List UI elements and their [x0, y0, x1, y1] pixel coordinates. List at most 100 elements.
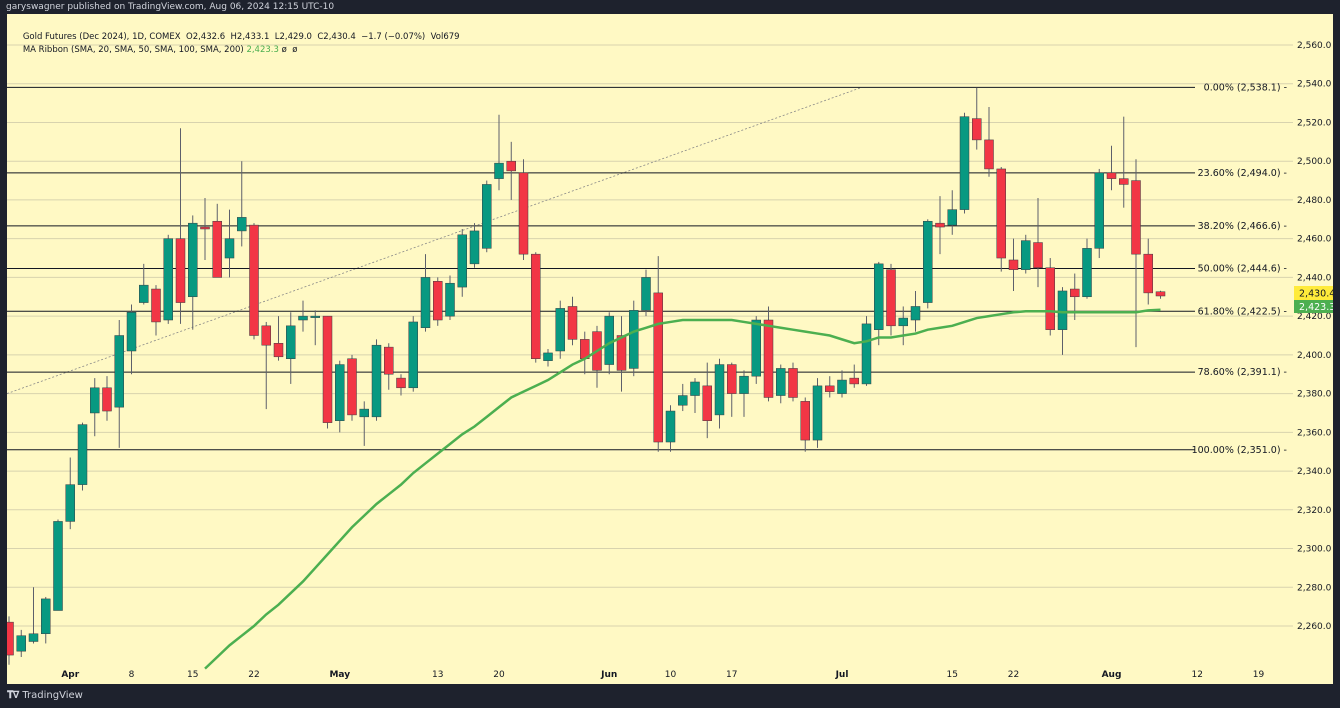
candle-up: [739, 375, 749, 394]
candle-down: [506, 160, 516, 172]
y-tick-label: 2,520.0: [1297, 118, 1332, 128]
candle-down: [1008, 259, 1019, 270]
x-tick-label: 19: [1253, 670, 1265, 680]
ma-value: 2,423.3: [246, 45, 279, 55]
fib-level-label: 100.00% (2,351.0) -: [1192, 445, 1287, 456]
candle-up: [874, 263, 884, 330]
y-tick-label: 2,480.0: [1297, 196, 1332, 206]
candle-down: [102, 387, 112, 412]
candle-down: [653, 292, 663, 443]
candle-up: [286, 325, 296, 359]
candle-up: [90, 387, 100, 414]
symbol-legend[interactable]: Gold Futures (Dec 2024), 1D, COMEX O2,43…: [12, 22, 460, 52]
candle-up: [776, 368, 786, 396]
candle-up: [41, 598, 51, 635]
candlestick-chart[interactable]: 2,260.0 2,280.0 2,300.0 2,320.0 2,340.0 2,360…: [7, 14, 1333, 684]
candle-up: [16, 635, 26, 652]
x-tick-label: 22: [248, 670, 259, 680]
candle-down: [616, 335, 627, 371]
x-tick-label: 10: [665, 670, 677, 680]
ma-price-badge: [1294, 299, 1333, 313]
y-tick-label: 2,400.0: [1297, 351, 1332, 361]
fib-level-label: 0.00% (2,538.1) -: [1204, 82, 1287, 93]
candle-down: [984, 139, 994, 170]
x-tick-label: 15: [187, 670, 198, 680]
candle-down: [531, 253, 541, 359]
x-tick-label: 22: [1008, 670, 1019, 680]
candle-down: [886, 269, 896, 327]
indicator-legend[interactable]: MA Ribbon (SMA, 20, SMA, 50, SMA, 100, S…: [12, 35, 298, 65]
candle-up: [482, 184, 492, 249]
candle-up: [641, 277, 651, 311]
fib-level-label: 38.20% (2,466.6) -: [1198, 221, 1287, 232]
candle-up: [555, 308, 565, 352]
chart-pane[interactable]: 2,260.0 2,280.0 2,300.0 2,320.0 2,340.0 2,360…: [7, 14, 1333, 684]
x-tick-label: 13: [432, 670, 443, 680]
candle-down: [1155, 291, 1166, 297]
ma-price-label: 2,423.3: [1299, 302, 1333, 313]
y-tick-label: 2,460.0: [1297, 235, 1332, 245]
candle-up: [469, 230, 480, 265]
candle-down: [996, 168, 1006, 259]
sma-50-line: [204, 308, 1161, 670]
x-tick-label: Jul: [835, 670, 849, 680]
x-tick-label: Aug: [1102, 670, 1122, 680]
candle-up: [861, 323, 872, 385]
candle-up: [543, 352, 553, 361]
candle-down: [1070, 288, 1080, 298]
candle-down: [1045, 267, 1055, 330]
x-tick-label: Jun: [600, 670, 617, 680]
candle-up: [494, 162, 504, 179]
candle-down: [1033, 242, 1043, 268]
candle-down: [849, 377, 859, 385]
candle-up: [898, 317, 908, 327]
candle-down: [7, 621, 14, 656]
candle-down: [800, 401, 810, 441]
fib-trend-line: [7, 87, 862, 394]
candle-up: [53, 521, 63, 611]
y-tick-label: 2,340.0: [1297, 467, 1332, 477]
y-tick-label: 2,560.0: [1297, 41, 1332, 51]
x-tick-label: 8: [129, 670, 135, 680]
candle-down: [825, 385, 835, 392]
footer-brand[interactable]: 𝐓∇ TradingView: [7, 690, 83, 701]
candle-down: [433, 281, 443, 321]
candle-down: [518, 172, 529, 255]
candle-up: [959, 116, 970, 210]
y-tick-label: 2,300.0: [1297, 545, 1332, 555]
symbol-name: Gold Futures (Dec 2024), 1D, COMEX: [22, 32, 181, 42]
y-tick-label: 2,420.0: [1297, 312, 1332, 322]
candle-down: [322, 315, 333, 423]
candle-up: [923, 220, 933, 303]
last-price-label: 2,430.4: [1299, 288, 1333, 299]
candle-up: [457, 234, 467, 288]
candle-up: [65, 484, 75, 522]
candle-up: [947, 209, 957, 226]
tradingview-logo-icon: 𝐓∇: [7, 690, 19, 701]
x-tick-label: 12: [1192, 670, 1203, 680]
candle-up: [1094, 172, 1104, 249]
candle-down: [1143, 253, 1153, 294]
x-tick-label: Apr: [61, 670, 79, 680]
candle-up: [1082, 248, 1092, 298]
candle-down: [788, 368, 798, 398]
y-tick-label: 2,500.0: [1297, 157, 1332, 167]
candle-up: [310, 315, 320, 318]
candle-down: [935, 222, 945, 228]
candle-down: [175, 238, 186, 303]
ma-ribbon-label: MA Ribbon (SMA, 20, SMA, 50, SMA, 100, S…: [22, 45, 244, 55]
y-tick-label: 2,260.0: [1297, 622, 1332, 632]
fib-level-label: 50.00% (2,444.6) -: [1198, 263, 1287, 274]
candle-down: [273, 343, 284, 358]
candle-up: [371, 344, 382, 418]
fib-level-label: 78.60% (2,391.1) -: [1198, 367, 1287, 378]
candle-up: [359, 408, 369, 418]
candle-up: [812, 385, 823, 441]
x-tick-label: 20: [493, 670, 505, 680]
fib-level-label: 23.60% (2,494.0) -: [1198, 168, 1287, 179]
candle-up: [665, 410, 676, 443]
candle-up: [690, 381, 700, 396]
publisher-caption: garyswagner published on TradingView.com…: [6, 2, 335, 12]
candle-up: [714, 364, 725, 416]
candle-up: [604, 315, 614, 365]
